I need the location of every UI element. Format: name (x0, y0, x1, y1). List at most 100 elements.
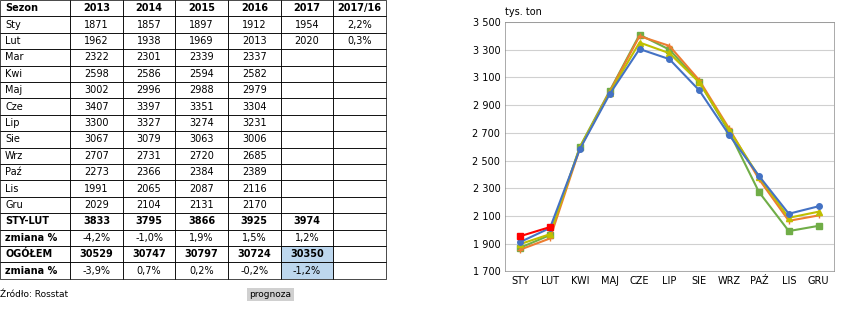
Line: 2013: 2013 (517, 32, 822, 251)
Text: 3866: 3866 (188, 217, 216, 227)
Text: 30747: 30747 (132, 249, 166, 259)
2014 (784, 219, 794, 223)
Text: Lip: Lip (5, 118, 19, 128)
Text: 30797: 30797 (184, 249, 219, 259)
Text: 2685: 2685 (242, 151, 267, 161)
2015 (724, 128, 734, 132)
2013 (694, 80, 704, 84)
Text: 1857: 1857 (136, 20, 162, 30)
Text: 2273: 2273 (84, 167, 109, 177)
2016 (515, 240, 525, 244)
Text: 2996: 2996 (136, 85, 162, 95)
Text: 2017: 2017 (293, 3, 320, 13)
Text: 2,2%: 2,2% (347, 20, 372, 30)
Text: 3795: 3795 (136, 217, 163, 227)
Text: 2322: 2322 (84, 52, 109, 62)
Text: 3274: 3274 (189, 118, 214, 128)
Text: -0,2%: -0,2% (240, 266, 269, 275)
2014 (664, 44, 674, 48)
Text: 3300: 3300 (84, 118, 109, 128)
Text: 1,9%: 1,9% (189, 233, 214, 243)
Text: 2065: 2065 (136, 184, 162, 194)
Text: 2015: 2015 (188, 3, 216, 13)
2013 (635, 33, 645, 37)
Text: 3304: 3304 (242, 102, 267, 112)
2014 (724, 127, 734, 130)
Text: Mar: Mar (5, 52, 24, 62)
Text: Maj: Maj (5, 85, 22, 95)
Text: 1991: 1991 (84, 184, 109, 194)
Text: 2170: 2170 (242, 200, 267, 210)
2013 (724, 130, 734, 134)
2015 (515, 242, 525, 246)
Text: 3974: 3974 (293, 217, 320, 227)
Text: 2337: 2337 (242, 52, 267, 62)
2016 (605, 92, 615, 96)
Text: Sty: Sty (5, 20, 21, 30)
Text: 2339: 2339 (189, 52, 214, 62)
Text: 2301: 2301 (136, 52, 162, 62)
Line: 2017: 2017 (517, 224, 552, 239)
Text: 2017/16: 2017/16 (338, 3, 381, 13)
2015 (664, 51, 674, 55)
Text: 2029: 2029 (84, 200, 109, 210)
2013 (813, 224, 823, 228)
Text: 1,5%: 1,5% (242, 233, 267, 243)
Text: Paź: Paź (5, 167, 22, 177)
Text: Kwi: Kwi (5, 69, 22, 79)
Text: 2979: 2979 (242, 85, 267, 95)
Line: 2014: 2014 (517, 33, 822, 252)
Text: Cze: Cze (5, 102, 23, 112)
2015 (813, 210, 823, 213)
Text: 0,2%: 0,2% (189, 266, 214, 275)
2016 (694, 89, 704, 92)
2015 (635, 41, 645, 44)
2017 (515, 234, 525, 238)
2014 (635, 34, 645, 38)
2015 (754, 175, 764, 178)
Text: Gru: Gru (5, 200, 23, 210)
Text: 2731: 2731 (136, 151, 162, 161)
2015 (694, 80, 704, 84)
Text: 2366: 2366 (136, 167, 162, 177)
Text: 3407: 3407 (84, 102, 109, 112)
Line: 2016: 2016 (517, 46, 822, 245)
Text: 1,2%: 1,2% (295, 233, 319, 243)
Text: 3079: 3079 (136, 134, 162, 144)
Text: 2988: 2988 (189, 85, 214, 95)
Text: 0,7%: 0,7% (136, 266, 162, 275)
2017 (545, 225, 555, 229)
2014 (515, 248, 525, 251)
Text: 30724: 30724 (237, 249, 271, 259)
Text: STY-LUT: STY-LUT (5, 217, 49, 227)
Text: 1871: 1871 (84, 20, 109, 30)
Text: 3002: 3002 (84, 85, 109, 95)
Text: prognoza: prognoza (249, 290, 291, 299)
2015 (575, 146, 585, 149)
Text: -4,2%: -4,2% (83, 233, 110, 243)
Text: 2586: 2586 (136, 69, 162, 79)
Text: 2582: 2582 (242, 69, 267, 79)
Text: 2594: 2594 (189, 69, 214, 79)
2015 (784, 216, 794, 220)
Text: 1962: 1962 (84, 36, 109, 46)
Text: 2116: 2116 (242, 184, 267, 194)
Text: Źródło: Rosstat: Źródło: Rosstat (0, 290, 68, 299)
Text: zmiana %: zmiana % (5, 233, 57, 243)
Text: 2087: 2087 (189, 184, 214, 194)
2013 (545, 233, 555, 237)
Text: 3925: 3925 (241, 217, 268, 227)
Text: -1,2%: -1,2% (293, 266, 321, 275)
Text: -3,9%: -3,9% (83, 266, 110, 275)
2013 (784, 229, 794, 233)
Text: 30529: 30529 (79, 249, 114, 259)
2014 (754, 177, 764, 181)
Text: OGÓŁEM: OGÓŁEM (5, 249, 52, 259)
Text: 3006: 3006 (242, 134, 267, 144)
Text: 3397: 3397 (136, 102, 162, 112)
Text: 1954: 1954 (295, 20, 319, 30)
Text: 2020: 2020 (295, 36, 319, 46)
FancyBboxPatch shape (280, 262, 333, 279)
2015 (545, 232, 555, 236)
Text: 3067: 3067 (84, 134, 109, 144)
